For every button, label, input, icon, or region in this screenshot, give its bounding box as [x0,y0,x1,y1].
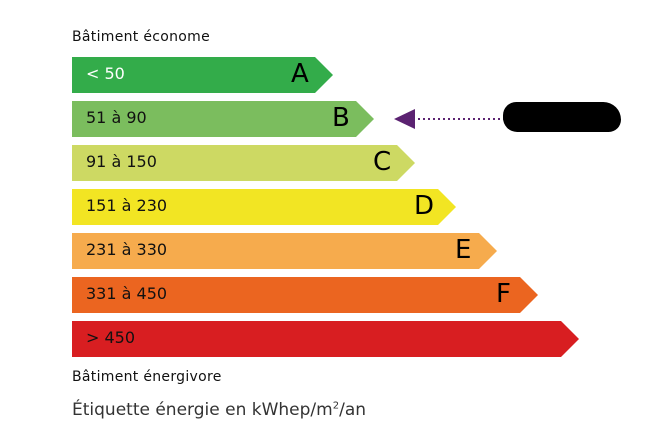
class-letter: A [291,59,309,89]
energy-class-bar-G: > 450 [72,321,579,357]
class-range: 91 à 150 [86,152,157,171]
energy-class-bar-D: 151 à 230 D [72,189,456,225]
energy-class-bar-E: 231 à 330 E [72,233,497,269]
redacted-value [503,102,621,132]
class-letter: E [455,235,472,265]
energy-class-bar-B: 51 à 90 B [72,101,374,137]
energy-class-bar-C: 91 à 150 C [72,145,415,181]
energy-class-bar-A: < 50 A [72,57,333,93]
class-letter: B [332,103,350,133]
class-letter: F [496,279,511,309]
class-letter: C [373,147,392,177]
class-range: 231 à 330 [86,240,168,259]
caption-unit: /an [339,400,367,420]
class-range: 151 à 230 [86,196,168,215]
bottom-label: Bâtiment énergivore [72,369,222,385]
energy-class-bar-F: 331 à 450 F [72,277,538,313]
class-indicator-arrow [394,109,504,129]
caption-text: Étiquette énergie en kWhep/m [72,400,333,420]
class-range: 331 à 450 [86,284,168,303]
class-range: < 50 [86,64,125,83]
caption: Étiquette énergie en kWhep/m2/an [72,400,366,420]
class-range: > 450 [86,328,136,347]
caption-sup: 2 [332,400,340,412]
class-range: 51 à 90 [86,108,147,127]
top-label: Bâtiment économe [72,29,210,45]
class-letter: D [414,191,435,221]
